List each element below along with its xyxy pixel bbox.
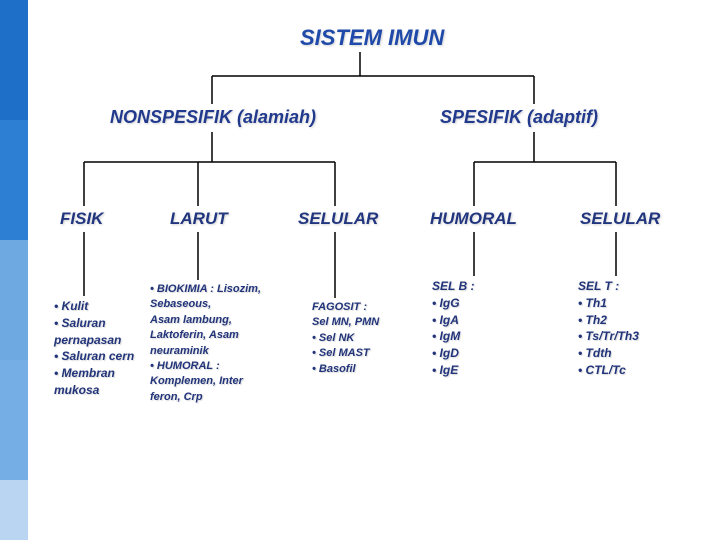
leaf-content-larut: • BIOKIMIA : Lisozim, Sebaseous, Asam la… xyxy=(150,282,300,405)
leaf-header-selular1: SELULAR xyxy=(298,210,378,229)
leaf-header-humoral: HUMORAL xyxy=(430,210,517,229)
leaf-content-humoral: SEL B : • IgG • IgA • IgM • IgD • IgE xyxy=(432,278,532,379)
branch-spesifik: SPESIFIK (adaptif) xyxy=(440,108,598,128)
tree-connector-lines xyxy=(0,0,720,540)
leaf-header-larut: LARUT xyxy=(170,210,228,229)
branch-nonspesifik: NONSPESIFIK (alamiah) xyxy=(110,108,316,128)
leaf-content-selular2: SEL T : • Th1 • Th2 • Ts/Tr/Th3 • Tdth •… xyxy=(578,278,708,379)
decorative-left-stripe xyxy=(0,0,28,540)
leaf-header-selular2: SELULAR xyxy=(580,210,660,229)
leaf-content-fisik: • Kulit • Saluran pernapasan • Saluran c… xyxy=(54,298,146,399)
leaf-header-fisik: FISIK xyxy=(60,210,103,229)
root-node: SISTEM IMUN xyxy=(300,26,444,50)
leaf-content-selular1: FAGOSIT : Sel MN, PMN • Sel NK • Sel MAS… xyxy=(312,300,412,377)
